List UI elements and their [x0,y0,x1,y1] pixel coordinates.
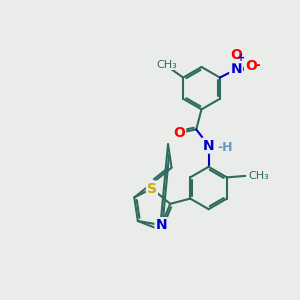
Text: N: N [156,218,167,232]
Text: -: - [254,58,260,72]
Text: N: N [230,62,242,76]
Text: O: O [230,48,242,62]
Text: S: S [147,182,157,196]
Text: -H: -H [218,141,233,154]
Text: O: O [245,59,257,74]
Text: CH₃: CH₃ [248,171,269,181]
Text: CH₃: CH₃ [156,60,177,70]
Text: O: O [173,126,185,140]
Text: N: N [203,139,214,153]
Text: +: + [237,53,245,63]
